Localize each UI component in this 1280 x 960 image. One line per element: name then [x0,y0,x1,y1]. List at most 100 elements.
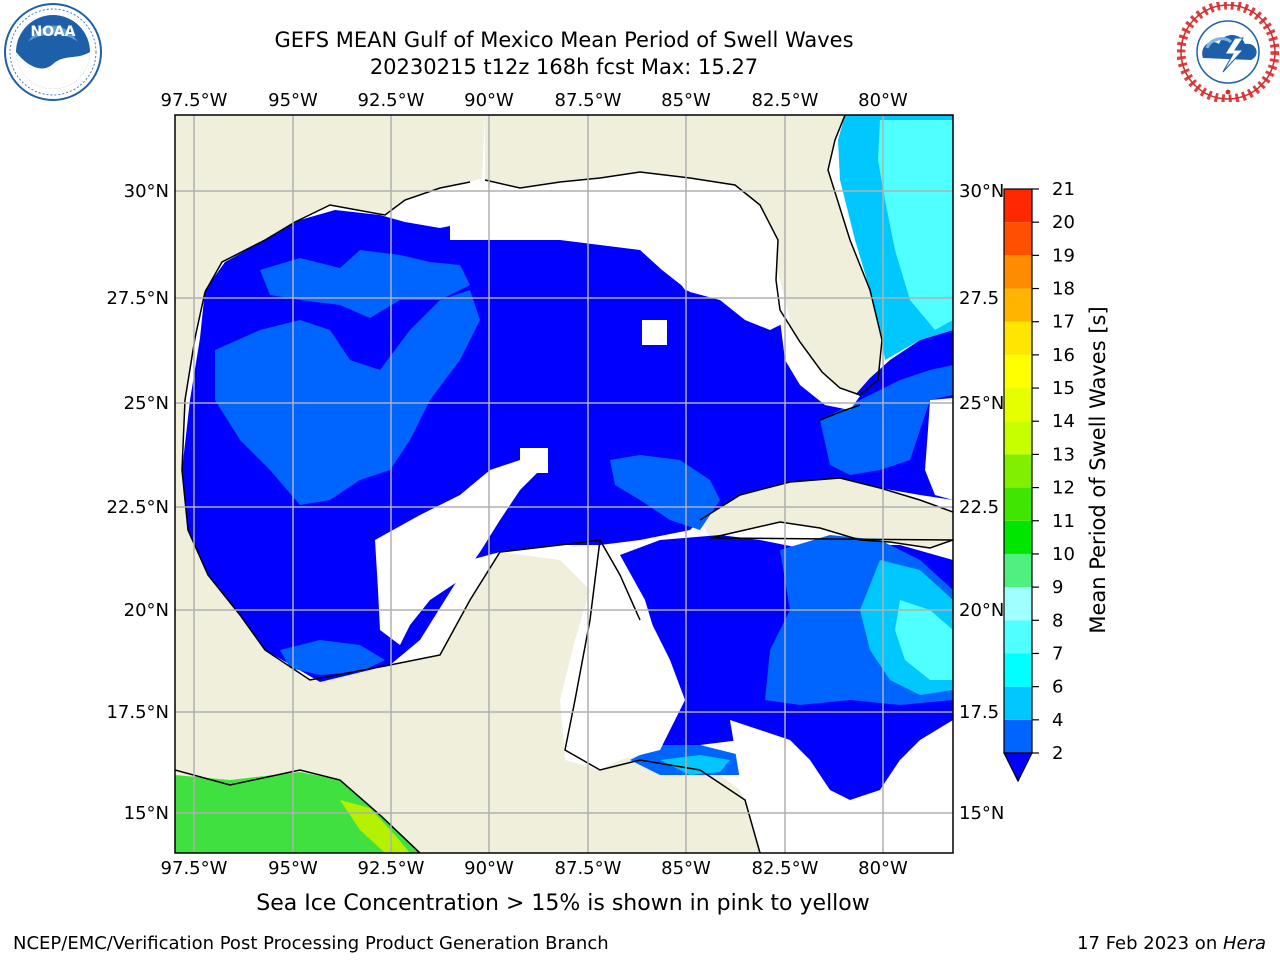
colorbar-tick-label: 20 [1052,212,1075,233]
colorbar-segment [1004,321,1032,355]
colorbar-segment [1004,520,1032,554]
top-lon-label: 90°W [464,90,514,111]
left-lat-label: 17.5°N [106,702,169,723]
swell-cyan-south [660,755,730,775]
colorbar-segment [1004,487,1032,521]
no-data-yucatan-shelf [500,545,685,770]
map-subtitle: 20230215 t12z 168h fcst Max: 15.27 [369,55,759,79]
swell-aqua-atlantic [878,120,953,330]
no-data-caribbean-south [730,720,930,853]
colorbar-tick-label: 10 [1052,544,1075,565]
top-lon-label: 82.5°W [752,90,819,111]
colorbar-label: Mean Period of Swell Waves [s] [1086,306,1110,633]
colorbar-tick-label: 19 [1052,245,1075,266]
bottom-lon-label: 97.5°W [161,858,228,879]
graticule [175,115,953,853]
colorbar-tick-label: 14 [1052,411,1075,432]
right-lat-label: 17.5 [959,702,999,723]
no-data-straits [925,398,953,500]
no-data-north-shelf [450,180,790,330]
colorbar-segment [1004,288,1032,322]
swell-deep-blue-gulf [182,210,953,682]
colorbar-tick-label: 16 [1052,345,1075,366]
colorbar-tick-label: 18 [1052,279,1075,300]
colorbar-extend [1003,752,1033,783]
colorbar-segment [1004,653,1032,687]
colorbar-segment [1004,421,1032,455]
colorbar-tick-label: 9 [1052,577,1063,598]
right-lat-label: 30°N [959,181,1004,202]
colorbar-segment [1004,222,1032,256]
left-lat-label: 20°N [124,600,169,621]
colorbar-tick-label: 17 [1052,312,1075,333]
swell-blue-patch-yucatan [610,455,720,530]
colorbar-segment [1004,587,1032,621]
colorbar-segment [1004,255,1032,289]
nws-logo [1177,2,1279,102]
top-lon-label: 97.5°W [161,90,228,111]
right-lat-label: 27.5 [959,288,999,309]
no-data-spot-1 [642,320,667,345]
colorbar-tick-label: 8 [1052,610,1063,631]
top-lon-label: 80°W [858,90,908,111]
left-lat-label: 25°N [124,393,169,414]
swell-blue-patch-straits [820,365,953,475]
svg-text:NOAA: NOAA [31,24,76,40]
colorbar-segment [1004,189,1032,223]
noaa-logo: NOAA [4,3,102,101]
footer-date-text: 17 Feb 2023 on [1077,933,1223,954]
colorbar-tick-label: 7 [1052,643,1063,664]
left-lat-label: 15°N [124,803,169,824]
colorbar-segment [1004,620,1032,654]
bottom-lon-label: 85°W [661,858,711,879]
land-florida [485,115,882,395]
right-lat-label: 15°N [959,803,1004,824]
colorbar-tick-label: 21 [1052,179,1075,200]
right-lat-label: 25°N [959,393,1004,414]
footer-branch: NCEP/EMC/Verification Post Processing Pr… [13,933,609,954]
bottom-lon-label: 95°W [268,858,318,879]
coastlines [175,115,953,853]
colorbar: 2 4 6 7 8 9 10 11 12 13 14 15 16 17 18 19 20 21 [1003,179,1075,783]
no-data-spot-2 [520,448,548,473]
colorbar-frame [1003,188,1033,754]
bottom-lon-label: 90°W [464,858,514,879]
sea-ice-note: Sea Ice Concentration > 15% is shown in … [256,891,870,916]
land-cuba [700,478,953,548]
swell-blue-patch-west [215,290,480,505]
top-lon-label: 87.5°W [555,90,622,111]
swell-aqua-caribbean [895,600,953,680]
map-frame [174,114,954,854]
left-lat-label: 30°N [124,181,169,202]
left-lat-label: 22.5°N [106,497,169,518]
colorbar-tick-label: 2 [1052,743,1063,764]
bottom-lon-label: 92.5°W [358,858,425,879]
map-title: GEFS MEAN Gulf of Mexico Mean Period of … [274,28,854,52]
right-lat-label: 22.5 [959,497,999,518]
colorbar-segment [1004,388,1032,422]
bottom-lon-label: 80°W [858,858,908,879]
top-lon-label: 85°W [661,90,711,111]
colorbar-tick-label: 6 [1052,677,1063,698]
colorbar-tick-label: 15 [1052,378,1075,399]
colorbar-segment [1004,553,1032,588]
colorbar-tick-label: 11 [1052,511,1075,532]
swell-blue-patch-campeche [280,640,385,675]
footer-machine: Hera [1222,933,1266,954]
colorbar-segment [1004,719,1032,753]
colorbar-segment [1004,354,1032,389]
swell-blue-patch-north [260,250,470,318]
right-lat-label: 20°N [959,600,1004,621]
bottom-lon-label: 87.5°W [555,858,622,879]
colorbar-tick-label: 4 [1052,710,1063,731]
top-lon-label: 95°W [268,90,318,111]
footer-date: 17 Feb 2023 on Hera [1077,933,1266,954]
top-lon-label: 92.5°W [358,90,425,111]
colorbar-tick-label: 12 [1052,478,1075,499]
colorbar-segment [1004,686,1032,720]
bottom-lon-label: 82.5°W [752,858,819,879]
colorbar-segment [1004,454,1032,488]
colorbar-tick-label: 13 [1052,444,1075,465]
left-lat-label: 27.5°N [106,288,169,309]
